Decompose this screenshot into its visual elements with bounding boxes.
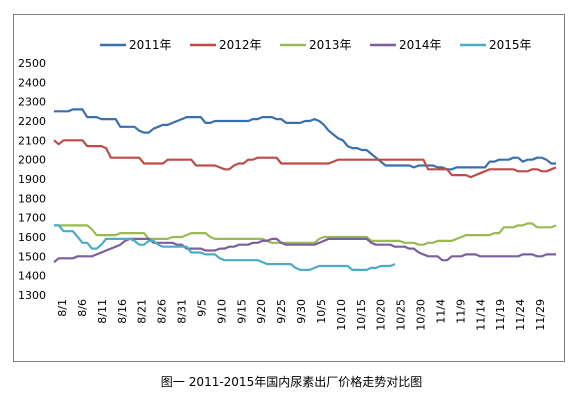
x-tick-label: 11/19 [494,299,507,331]
x-tick-label: 8/6 [76,299,89,317]
line-chart: 2011年 2012年 2013年 2014年 2015年 1300 1400 1500 16… [18,38,557,331]
x-tick-label: 8/16 [116,299,129,324]
caption-prefix: 图一 [160,375,185,389]
y-tick-label: 1800 [18,192,46,205]
chart-frame: 2011年 2012年 2013年 2014年 2015年 1300 1400 1500 16… [13,14,565,362]
caption-text: 2011-2015年国内尿素出厂价格走势对比图 [188,375,423,389]
legend-label: 2012年 [219,38,262,52]
series-line [54,224,396,271]
x-tick-label: 9/30 [295,299,308,324]
x-tick-label: 8/31 [176,299,189,324]
y-tick-label: 1900 [18,173,46,186]
y-tick-label: 1700 [18,212,46,225]
x-tick-label: 11/29 [534,299,547,331]
x-tick-label: 8/11 [96,299,109,324]
x-axis: 8/1 8/6 8/11 8/16 8/21 8/26 8/31 9/5 9/10 9/15 9/2… [56,299,547,331]
y-tick-label: 2100 [18,134,46,147]
x-tick-label: 10/20 [375,299,388,331]
y-tick-label: 1400 [18,270,46,283]
x-tick-label: 11/24 [514,299,527,331]
y-tick-label: 1500 [18,250,46,263]
y-tick-label: 2500 [18,57,46,70]
x-tick-label: 10/10 [335,299,348,331]
legend-label: 2015年 [489,38,532,52]
series-line [54,108,556,171]
chart-legend: 2011年 2012年 2013年 2014年 2015年 [100,38,532,52]
y-tick-label: 1300 [18,289,46,302]
x-tick-label: 10/5 [315,299,328,324]
y-tick-label: 2200 [18,115,46,128]
x-tick-label: 11/9 [454,299,467,324]
x-tick-label: 9/5 [195,299,208,317]
series-line [53,237,556,263]
x-tick-label: 8/26 [156,299,169,324]
y-tick-label: 2300 [18,96,46,109]
x-tick-label: 8/1 [56,299,69,317]
x-tick-label: 9/20 [255,299,268,324]
series-lines [53,108,557,271]
y-tick-label: 2400 [18,76,46,89]
legend-label: 2011年 [129,38,172,52]
x-tick-label: 9/10 [215,299,228,324]
x-tick-label: 9/25 [275,299,288,324]
x-tick-label: 10/25 [395,299,408,331]
x-tick-label: 10/30 [415,299,428,331]
y-tick-label: 1600 [18,231,46,244]
x-tick-label: 9/15 [235,299,248,324]
legend-label: 2014年 [399,38,442,52]
legend-label: 2013年 [309,38,352,52]
series-line [54,222,557,246]
x-tick-label: 8/21 [136,299,149,324]
x-tick-label: 11/14 [474,299,487,331]
x-tick-label: 11/4 [434,299,447,324]
chart-caption: 图一 2011-2015年国内尿素出厂价格走势对比图 [0,373,579,390]
y-axis: 1300 1400 1500 1600 1700 1800 1900 2000 2100 2200… [18,57,46,302]
x-tick-label: 10/15 [355,299,368,331]
y-tick-label: 2000 [18,154,46,167]
series-line [53,139,557,179]
